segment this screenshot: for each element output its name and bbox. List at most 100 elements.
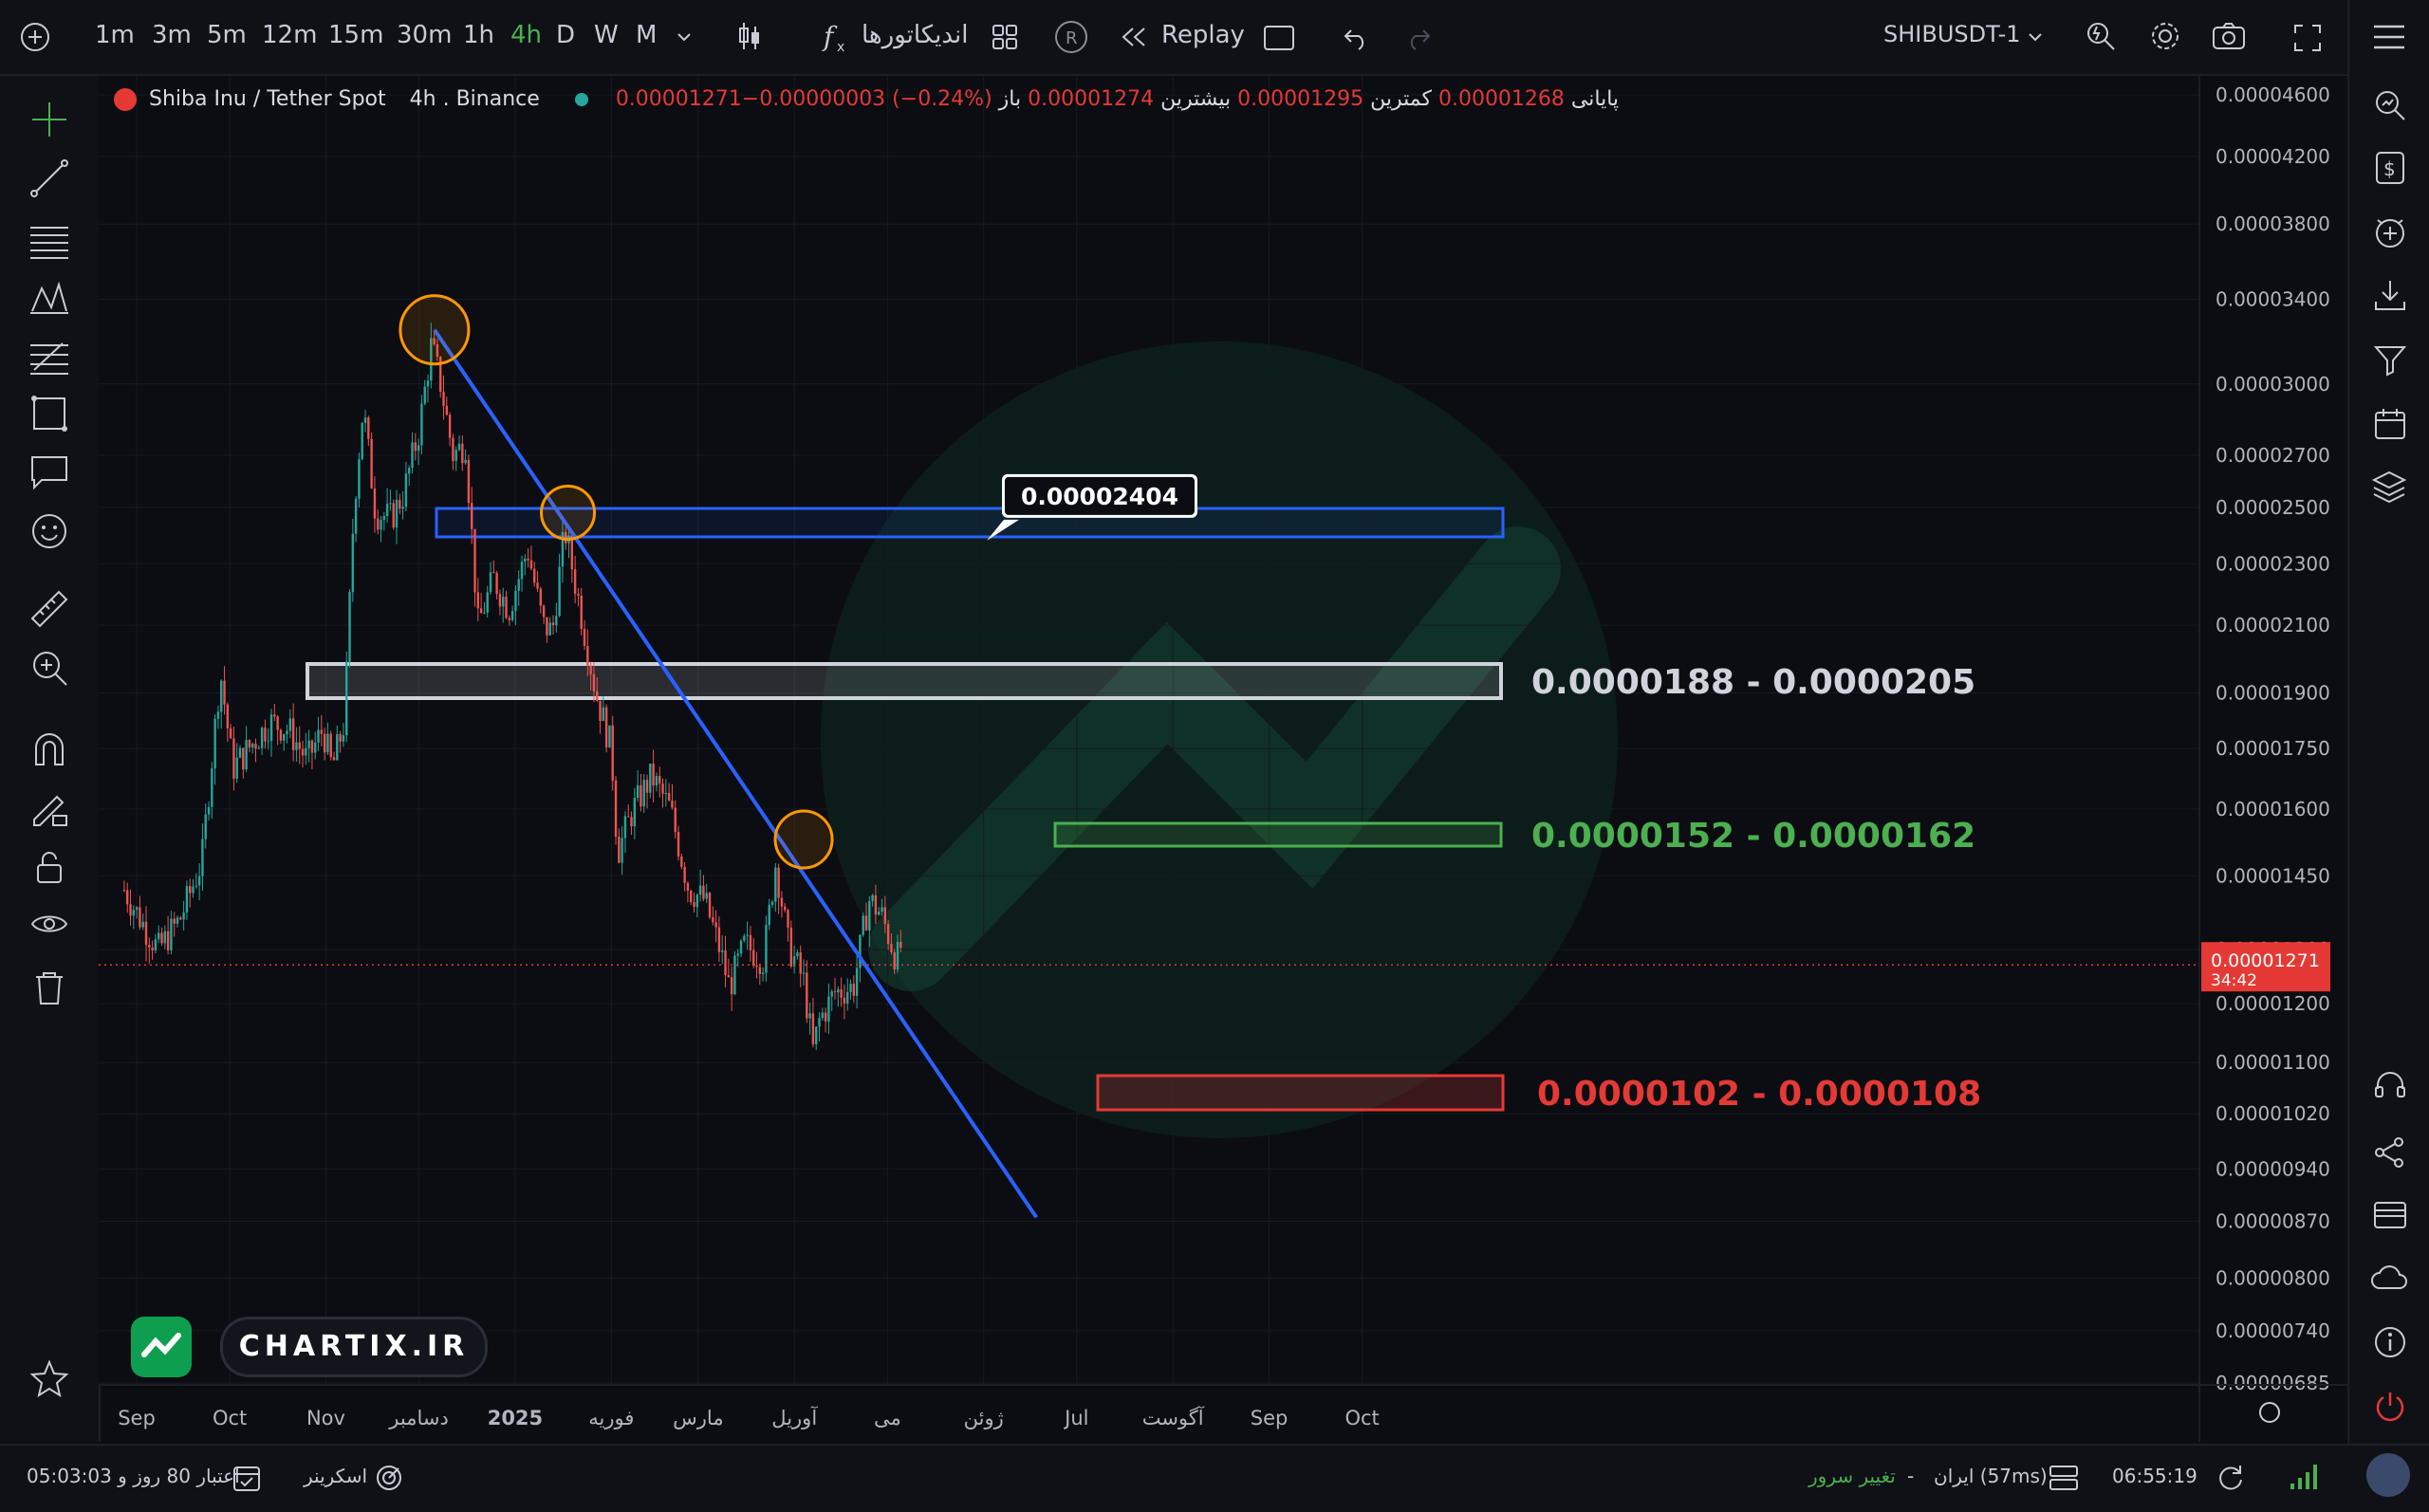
layout-grid-icon[interactable] [991, 23, 1019, 51]
candle-body [539, 588, 543, 606]
candle-body [570, 536, 574, 570]
y-tick-label: 0.00002300 [2216, 552, 2330, 575]
screener-label[interactable]: اسکرینر [304, 1465, 368, 1487]
screener-filter-icon[interactable] [2372, 341, 2408, 378]
indicators-button[interactable]: اندیکاتورها [862, 21, 969, 49]
zone-rect[interactable] [1053, 821, 1503, 848]
descending-trendline[interactable] [433, 328, 1038, 1219]
redo-icon[interactable] [1404, 23, 1433, 51]
touch-circle[interactable] [399, 294, 471, 366]
support-headset-icon[interactable] [2372, 1068, 2408, 1104]
touch-circle[interactable] [540, 485, 597, 542]
download-icon[interactable] [2372, 277, 2408, 313]
info-icon[interactable] [2372, 1324, 2408, 1360]
candle-body [264, 728, 267, 742]
shape-tool-icon[interactable] [28, 393, 70, 434]
brand-name: CHARTIX.IR [220, 1317, 488, 1377]
rectangle-tool-icon[interactable] [1262, 23, 1296, 53]
zone-rect[interactable] [435, 507, 1505, 539]
replay-icon[interactable] [1120, 25, 1148, 49]
axis-settings-icon[interactable] [2259, 1402, 2280, 1423]
timeframe-12m-button[interactable]: 12m [262, 21, 318, 49]
candle-body [621, 838, 623, 863]
power-icon[interactable] [2372, 1389, 2408, 1425]
svg-text:$: $ [2383, 157, 2396, 180]
change-server-link[interactable]: تغییر سرور [1808, 1465, 1896, 1487]
candle-body [833, 991, 837, 993]
refresh-icon[interactable] [2215, 1463, 2245, 1493]
candle-type-icon[interactable] [734, 19, 765, 53]
dollar-icon[interactable]: $ [2374, 150, 2406, 186]
card-icon[interactable] [2372, 1199, 2408, 1231]
zone-rect[interactable] [1096, 1074, 1505, 1112]
symbol-legend: Shiba Inu / Tether Spot 4h . Binance 0.0… [114, 87, 1619, 111]
camera-icon[interactable] [2211, 21, 2247, 51]
trash-icon[interactable] [28, 968, 70, 1009]
candle-body [216, 711, 220, 719]
timeframe-dropdown-icon[interactable] [676, 30, 693, 44]
calendar-icon[interactable] [2372, 406, 2408, 442]
touch-circle[interactable] [773, 809, 834, 870]
timeframe-4h-button[interactable]: 4h [510, 21, 543, 49]
draw-lock-icon[interactable] [28, 787, 70, 829]
timeframe-30m-button[interactable]: 30m [397, 21, 453, 49]
candle-body [774, 867, 777, 902]
candle-body [608, 725, 611, 747]
candle-body [743, 935, 746, 941]
ruler-icon[interactable] [28, 588, 70, 630]
user-avatar[interactable] [2366, 1453, 2410, 1497]
timeframe-1m-button[interactable]: 1m [95, 21, 135, 49]
timeframe-1h-button[interactable]: 1h [463, 21, 495, 49]
market-status-icon [574, 93, 588, 106]
add-alert-icon[interactable] [2372, 214, 2408, 250]
add-symbol-icon[interactable] [19, 21, 51, 53]
timeframe-3m-button[interactable]: 3m [152, 21, 192, 49]
chart-canvas[interactable]: 0.00004600 0.00004200 0.00003800 0.00003400… [99, 76, 2349, 1442]
cloud-icon[interactable] [2370, 1262, 2408, 1294]
emoji-tool-icon[interactable] [28, 510, 70, 552]
timeframe-15m-button[interactable]: 15m [328, 21, 384, 49]
fullscreen-icon[interactable] [2292, 23, 2323, 53]
zoom-in-icon[interactable] [28, 647, 70, 689]
replay-button[interactable]: Replay [1161, 21, 1245, 49]
quick-search-icon[interactable] [2084, 19, 2118, 53]
timeframe-m-button[interactable]: M [636, 21, 658, 49]
trendline-tool-icon[interactable] [28, 157, 70, 199]
candle-body [855, 968, 859, 996]
x-tick-label: دسامبر [388, 1407, 449, 1429]
screener-radar-icon[interactable] [374, 1463, 404, 1493]
favorites-star-icon[interactable] [28, 1358, 70, 1400]
settings-gear-icon[interactable] [2148, 19, 2182, 53]
zone-rect[interactable] [306, 662, 1503, 700]
horizontal-lines-icon[interactable] [28, 220, 70, 262]
symbol-dropdown-icon[interactable] [2027, 30, 2044, 44]
timeframe-w-button[interactable]: W [594, 21, 619, 49]
alert-r-icon[interactable]: R [1053, 19, 1089, 55]
y-tick-label: 0.00003000 [2216, 373, 2330, 396]
layers-icon[interactable] [2370, 469, 2408, 505]
pattern-tool-icon[interactable] [28, 277, 70, 319]
candle-body [232, 738, 235, 779]
last-price-countdown: 34:42 [2211, 971, 2257, 990]
x-tick-label: ژوئن [964, 1407, 1004, 1429]
share-icon[interactable] [2372, 1134, 2408, 1171]
candle-body [192, 886, 195, 894]
price-chart[interactable]: 0.00004600 0.00004200 0.00003800 0.00003400… [99, 76, 2349, 1442]
visibility-icon[interactable] [28, 903, 70, 945]
magnet-icon[interactable] [28, 728, 70, 770]
candle-body [806, 972, 808, 1019]
candle-body [401, 507, 404, 509]
lock-icon[interactable] [28, 846, 70, 888]
timeframe-d-button[interactable]: D [556, 21, 576, 49]
timeframe-5m-button[interactable]: 5m [207, 21, 247, 49]
undo-icon[interactable] [1342, 23, 1370, 51]
annotation-tool-icon[interactable] [28, 452, 70, 493]
menu-icon[interactable] [2370, 21, 2408, 53]
candle-body [614, 780, 618, 838]
search-chart-icon[interactable] [2372, 87, 2408, 123]
crosshair-icon[interactable] [28, 99, 70, 140]
fib-tool-icon[interactable] [28, 336, 70, 378]
symbol-selector[interactable]: SHIBUSDT-1 [1883, 21, 2021, 47]
candle-body [276, 716, 279, 730]
